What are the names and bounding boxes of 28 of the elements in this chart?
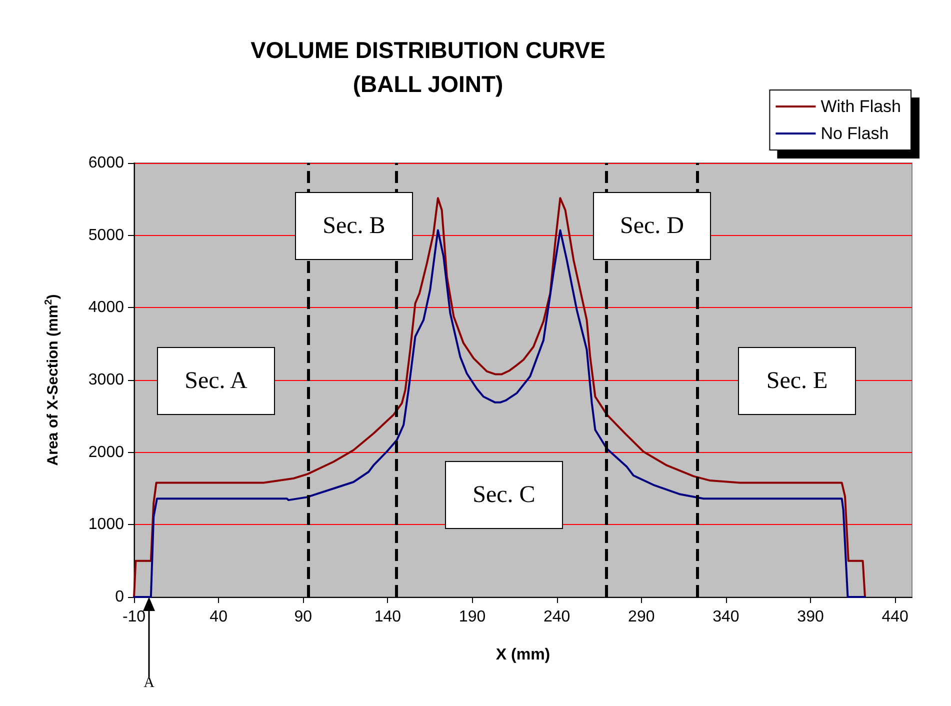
annotation: Sec. C <box>445 461 563 529</box>
y-axis-title: Area of X-Section (mm2) <box>44 294 62 466</box>
legend-label: No Flash <box>820 124 889 143</box>
y-tick-label: 4000 <box>88 299 124 316</box>
y-tick-label: 0 <box>115 588 124 606</box>
annotation: Sec. D <box>593 192 711 260</box>
x-tick-label: 90 <box>294 608 312 626</box>
x-axis-title: X (mm) <box>496 646 550 664</box>
annotation: Sec. B <box>295 192 413 260</box>
legend-label: With Flash <box>820 97 902 116</box>
annotation: Sec. A <box>157 347 275 415</box>
x-tick-label: 440 <box>882 608 909 626</box>
x-tick-label: 240 <box>543 608 570 626</box>
y-tick-label: 5000 <box>88 226 124 244</box>
chart-title: VOLUME DISTRIBUTION CURVE (BALL JOINT) <box>250 37 606 97</box>
x-tick-label: -10 <box>122 608 146 626</box>
y-tick-label: 3000 <box>88 372 124 388</box>
y-tick-label: 1000 <box>88 516 124 534</box>
x-tick-label: 290 <box>628 608 655 626</box>
x-tick-label: 140 <box>374 608 402 626</box>
x-tick-label: 340 <box>712 608 740 626</box>
annotation: Sec. E <box>738 347 856 415</box>
y-tick-label: 2000 <box>88 444 124 461</box>
x-tick-label: 40 <box>210 608 228 626</box>
x-tick-label: 390 <box>797 608 824 626</box>
y-tick-label: 6000 <box>88 154 124 172</box>
text: A <box>144 675 154 692</box>
x-tick-label: 190 <box>458 608 486 626</box>
